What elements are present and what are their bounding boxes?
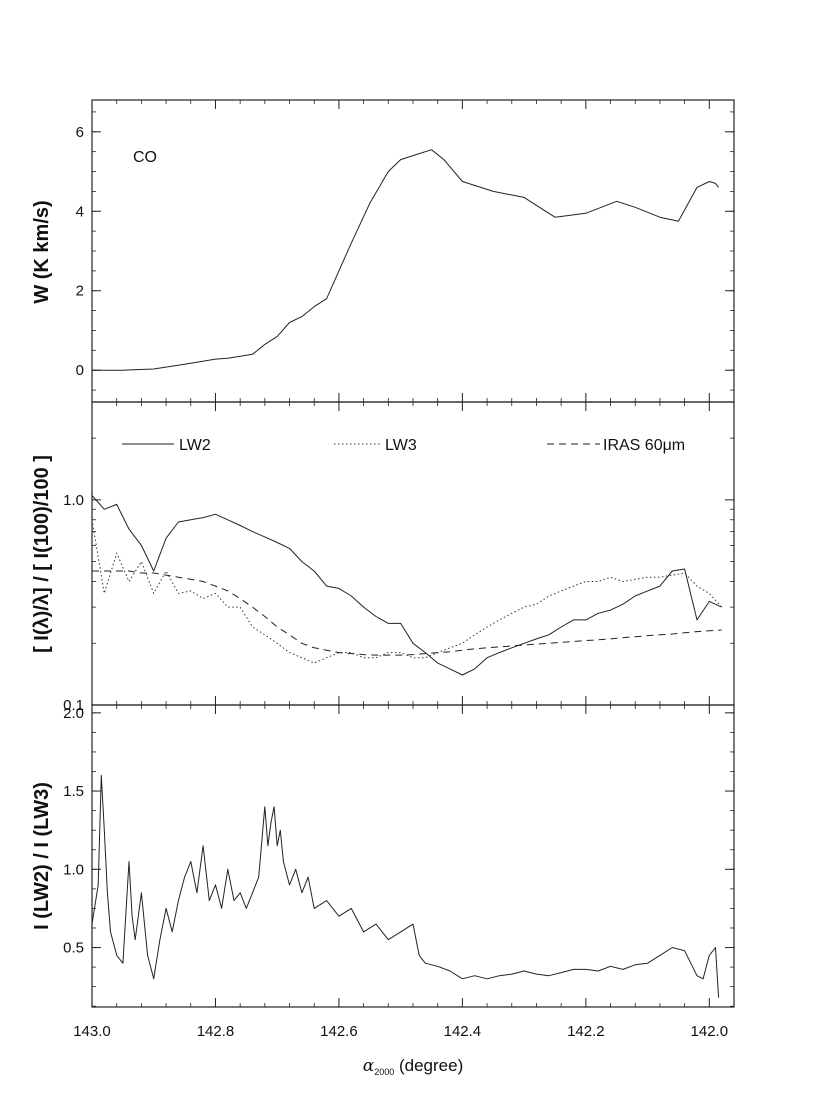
bottom-ytick-label: 0.5 [63, 940, 84, 957]
x-tick-label: 142.6 [320, 1023, 358, 1040]
x-axis-label-symbol: α [363, 1056, 375, 1076]
top-ytick-label: 2 [76, 283, 84, 300]
top-ytick-label: 0 [76, 362, 84, 379]
bottom-ytick-label: 2.0 [63, 705, 84, 722]
x-tick-label: 142.4 [444, 1023, 482, 1040]
legend-lw3-label: LW3 [385, 437, 417, 454]
middle-y-axis-label: [ I(λ)/λ] / [ I(100)/100 ] [31, 455, 53, 653]
x-tick-label: 143.0 [73, 1023, 111, 1040]
middle-ytick-label: 0.1 [63, 697, 84, 714]
top-ytick-label: 6 [76, 124, 84, 141]
middle-panel-curves [91, 495, 723, 676]
bottom-panel-frame [91, 704, 735, 1008]
x-axis-label-subscript: 2000 [374, 1067, 394, 1077]
x-tick-label: 142.8 [197, 1023, 235, 1040]
middle-ytick-label: 1.0 [63, 492, 84, 509]
bottom-y-axis-label: I (LW2) / I (LW3) [31, 782, 53, 930]
bottom-panel-ticks: 0.5 1.0 1.5 2.0 [63, 705, 734, 1007]
middle-curve-lw3 [91, 519, 723, 664]
top-panel-frame [91, 99, 735, 403]
bottom-ytick-label: 1.0 [63, 861, 84, 878]
top-ytick-label: 4 [76, 203, 84, 220]
top-panel-curves [92, 149, 719, 371]
middle-panel-ticks: 0.1 1.0 [63, 401, 734, 714]
legend: LW2 LW3 IRAS 60μm [122, 437, 685, 454]
middle-curve-iras-60-m [92, 570, 722, 656]
top-panel-ticks: 0 2 4 6 [76, 100, 734, 402]
x-tick-label: 142.2 [567, 1023, 605, 1040]
x-axis-ticks: 143.0 142.8 142.6 142.4 142.2 142.0 [73, 1023, 728, 1040]
x-axis-label: α2000 (degree) [363, 1056, 464, 1077]
legend-lw2-label: LW2 [179, 437, 211, 454]
bottom-panel-curves [91, 774, 720, 998]
x-tick-label: 142.0 [691, 1023, 729, 1040]
x-axis-label-unit: (degree) [394, 1056, 463, 1075]
top-y-axis-label: W (K km/s) [31, 200, 53, 303]
bottom-curve-series [91, 774, 720, 998]
bottom-ytick-label: 1.5 [63, 783, 84, 800]
co-annotation: CO [133, 149, 157, 166]
middle-curve-lw2 [91, 495, 722, 676]
top-curve-series [92, 149, 719, 371]
legend-iras-label: IRAS 60μm [603, 437, 685, 454]
